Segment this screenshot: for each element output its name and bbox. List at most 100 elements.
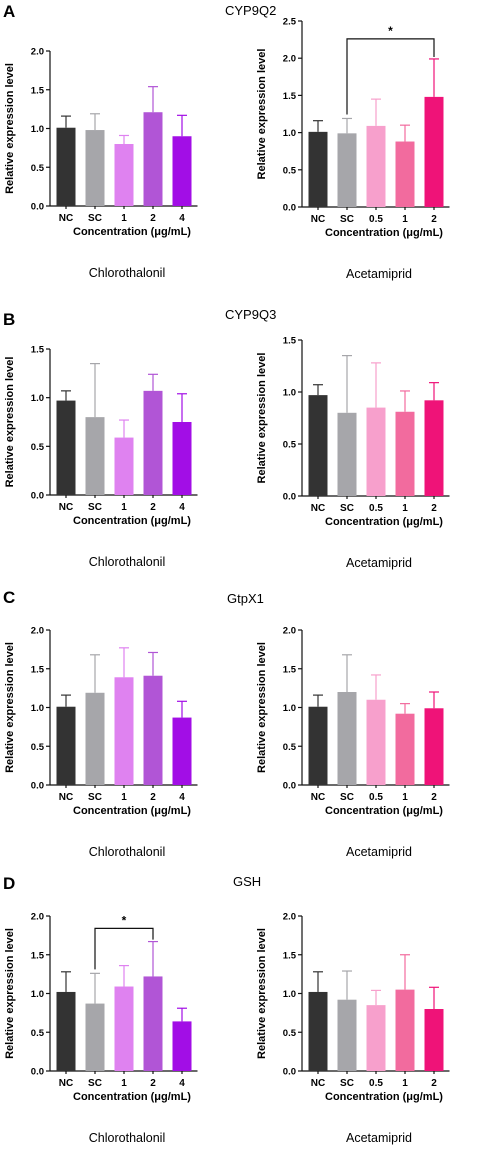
x-tick-label: NC [59,502,73,513]
chart-a-chlorothalonil: 0.0 0.5 1.0 1.5 2.0 NC SC 1 2 4 Relative expressio… [4,47,198,280]
y-tick-label: 0.5 [31,742,45,753]
bar-2 [143,675,163,785]
x-tick-label: 2 [150,502,156,513]
bar-4 [172,136,192,206]
bar-SC [85,130,105,206]
y-tick-label: 1.5 [31,950,45,961]
x-tick-label: 0.5 [369,214,383,225]
bar-4 [172,717,192,785]
x-tick-label: 1 [121,502,127,513]
y-axis-title: Relative expression level [256,353,268,484]
bar-4 [172,1021,192,1071]
y-tick-label: 0.0 [31,202,44,213]
x-tick-label: 1 [402,792,408,803]
bar-SC [337,133,357,207]
chart-d-chlorothalonil: 0.0 0.5 1.0 1.5 2.0 NC SC 1 2 4 * Relative expressi… [4,912,198,1145]
y-tick-label: 1.5 [31,85,45,96]
bar-1 [395,713,415,785]
x-tick-label: SC [340,792,354,803]
bar-2 [424,96,444,207]
y-axis-title: Relative expression level [256,642,268,773]
y-tick-label: 0.0 [31,491,44,502]
x-tick-label: NC [59,213,73,224]
bar-SC [337,412,357,496]
chart-c-acetamiprid: 0.0 0.5 1.0 1.5 2.0 NC SC 0.5 1 2 Relative express… [256,626,450,859]
x-tick-label: 4 [179,1078,185,1089]
chart-c-chlorothalonil: 0.0 0.5 1.0 1.5 2.0 NC SC 1 2 4 Relative expressio… [4,626,198,859]
chart-b-chlorothalonil: 0.0 0.5 1.0 1.5 NC SC 1 2 4 Relative expression l… [4,345,198,569]
y-axis-title: Relative expression level [4,642,16,773]
gene-title-a: CYP9Q2 [225,3,276,18]
x-axis-title: Concentration (μg/mL) [325,516,443,528]
y-tick-label: 2.0 [31,912,44,923]
bar-NC [56,127,76,206]
chemical-label: Chlorothalonil [89,845,165,859]
y-axis-title: Relative expression level [4,63,16,194]
panel-letter-a: A [3,2,15,21]
chart-b-acetamiprid: 0.0 0.5 1.0 1.5 NC SC 0.5 1 2 Relative expression… [256,336,450,570]
y-tick-label: 2.0 [283,54,296,65]
y-axis-title: Relative expression level [256,49,268,180]
x-tick-label: SC [340,1078,354,1089]
x-tick-label: SC [88,792,102,803]
x-tick-label: SC [88,502,102,513]
y-tick-label: 2.0 [31,47,44,58]
y-tick-label: 0.5 [283,742,297,753]
y-tick-label: 1.5 [283,91,297,102]
bar-2 [424,400,444,496]
y-axis-title: Relative expression level [4,357,16,488]
y-tick-label: 0.0 [283,203,296,214]
y-tick-label: 0.5 [31,163,45,174]
chemical-label: Acetamiprid [346,845,412,859]
x-tick-label: 1 [402,1078,408,1089]
bar-NC [56,400,76,495]
x-tick-label: 1 [121,792,127,803]
x-tick-label: 2 [431,1078,437,1089]
x-axis-title: Concentration (μg/mL) [73,515,191,527]
y-tick-label: 0.0 [31,781,44,792]
y-tick-label: 0.0 [283,781,296,792]
x-tick-label: 2 [431,792,437,803]
y-tick-label: 2.0 [283,626,296,637]
chemical-label: Acetamiprid [346,556,412,570]
x-axis-title: Concentration (μg/mL) [73,805,191,817]
x-tick-label: 1 [121,1078,127,1089]
bar-2 [143,976,163,1071]
x-tick-label: 2 [431,214,437,225]
x-tick-label: 4 [179,502,185,513]
x-tick-label: NC [311,792,325,803]
y-tick-label: 1.5 [31,664,45,675]
x-tick-label: 1 [402,503,408,514]
y-tick-label: 1.0 [283,128,296,139]
x-tick-label: 0.5 [369,1078,383,1089]
x-tick-label: 4 [179,213,185,224]
significance-bracket [94,927,154,970]
y-tick-label: 1.0 [31,703,44,714]
y-tick-label: 1.0 [283,703,296,714]
x-axis-title: Concentration (μg/mL) [325,227,443,239]
y-tick-label: 1.0 [31,393,44,404]
significance-star: * [122,913,127,927]
x-tick-label: 1 [121,213,127,224]
x-axis-title: Concentration (μg/mL) [325,1091,443,1103]
bar-SC [85,1003,105,1071]
chemical-label: Acetamiprid [346,267,412,281]
x-tick-label: 0.5 [369,792,383,803]
x-tick-label: SC [88,1078,102,1089]
panel-letter-c: C [3,588,15,607]
x-tick-label: 1 [402,214,408,225]
y-tick-label: 0.5 [31,1028,45,1039]
y-tick-label: 0.5 [283,440,297,451]
gene-title-b: CYP9Q3 [225,307,276,322]
bar-1 [395,141,415,207]
bar-NC [308,991,328,1071]
charts-layer: 0.0 0.5 1.0 1.5 2.0 NC SC 1 2 4 Relative expressio… [4,17,450,1145]
chemical-label: Chlorothalonil [89,1131,165,1145]
x-tick-label: 2 [150,1078,156,1089]
bar-0.5 [366,1005,386,1071]
y-tick-label: 0.5 [283,165,297,176]
x-tick-label: NC [311,1078,325,1089]
y-tick-label: 0.5 [283,1028,297,1039]
bar-1 [114,677,134,785]
